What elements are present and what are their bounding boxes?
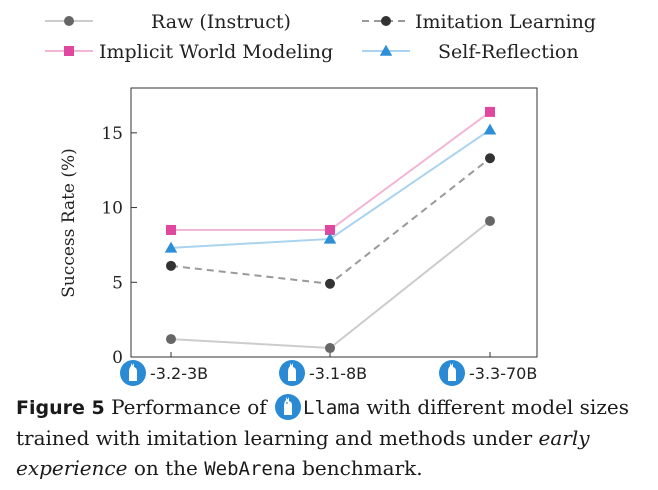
data-point [323,232,337,244]
figure-label: Figure 5 [16,397,105,419]
x-category: -3.3-70B [439,360,537,386]
plot-frame [130,87,538,358]
data-point [166,224,176,235]
x-category: -3.1-8B [279,360,367,386]
legend-entry: Imitation Learning [362,11,596,33]
data-point [166,260,176,271]
y-tick-label: 0 [112,348,123,368]
llama-icon [120,360,146,386]
data-point [325,278,335,289]
x-tick-label: -3.3-70B [469,364,537,383]
series-line [170,157,491,285]
legend-label: Raw (Instruct) [151,11,291,33]
model-name: Llama [303,397,361,419]
legend-label: Self-Reflection [438,41,579,63]
series-imitation-learning [166,153,495,289]
legend-entry: Self-Reflection [362,41,579,63]
x-tick-label: -3.2-3B [150,364,208,383]
y-tick-label: 10 [101,199,123,219]
series-implicit-world-modeling [166,106,495,235]
data-point [166,334,176,345]
caption-text-4: benchmark. [295,456,423,480]
x-category-labels: -3.2-3B -3.1-8B -3.3-70B [120,360,537,386]
legend-marker [64,16,74,26]
x-tick-label: -3.1-8B [309,364,367,383]
data-point [485,106,495,117]
chart-area: Raw (Instruct) Imitation Learning Implicit… [45,11,596,386]
legend-label: Imitation Learning [415,11,596,33]
caption-text-1: Performance of [104,395,273,419]
caption-emphasis: early experience [16,426,590,480]
data-point [485,153,495,164]
legend: Raw (Instruct) Imitation Learning Implicit… [45,11,596,63]
x-category: -3.2-3B [120,360,208,386]
legend-marker [64,46,74,56]
legend-entry: Raw (Instruct) [45,11,291,33]
benchmark-name: WebArena [204,458,296,480]
data-point [485,216,495,227]
series-line [171,111,491,231]
data-point [483,123,497,135]
series-raw-instruct [166,216,495,354]
llama-icon [439,360,465,386]
series-self-reflection [164,123,497,253]
data-point [164,241,178,253]
y-tick-label: 15 [101,124,123,144]
caption-text-3: on the [127,456,205,480]
legend-entry: Implicit World Modeling [45,41,333,63]
y-axis-label: Success Rate (%) [59,148,79,298]
series-layer [164,106,497,354]
data-point [325,224,335,235]
llama-icon [275,394,301,420]
data-point [325,343,335,354]
legend-marker [379,44,393,56]
axes: 0 5 10 15 [101,87,538,368]
caption-text-2: with different model sizes trained with … [16,395,629,450]
llama-icon [279,360,305,386]
figure-caption: Figure 5 Performance of Llama with diffe… [16,392,646,484]
legend-label: Implicit World Modeling [99,41,333,63]
y-tick-label: 5 [112,273,123,293]
legend-marker [381,16,391,26]
